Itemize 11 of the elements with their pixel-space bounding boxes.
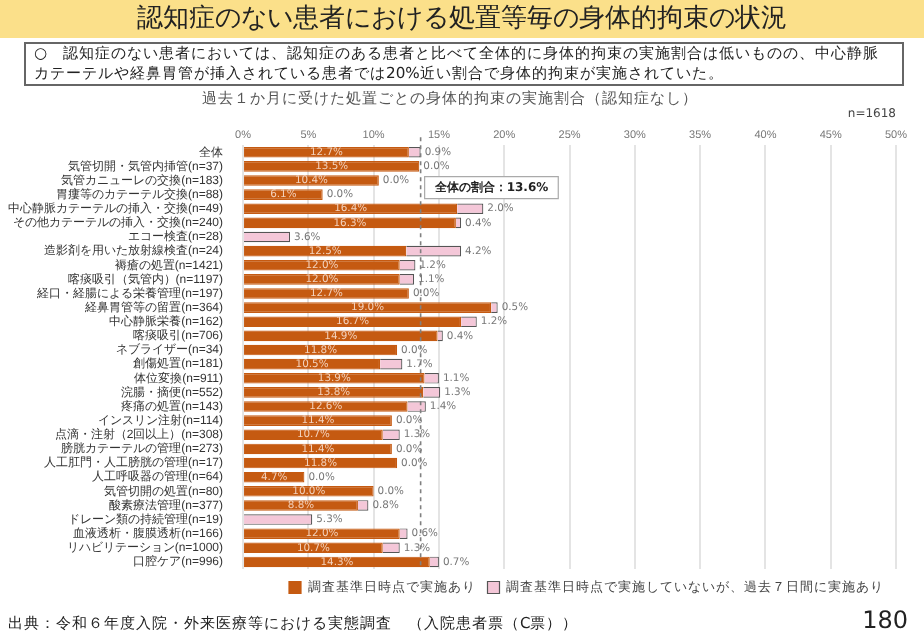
bar xyxy=(244,175,379,186)
bar xyxy=(244,500,358,511)
bar xyxy=(244,274,400,285)
bar xyxy=(244,203,458,215)
bar xyxy=(244,302,492,313)
bar xyxy=(244,288,409,299)
text: 180 xyxy=(862,606,908,634)
bar xyxy=(244,316,462,328)
chart-title: 認知症のない患者における処置等毎の身体的拘束の状況 xyxy=(0,0,924,38)
bar xyxy=(244,401,408,412)
bar xyxy=(244,387,424,398)
